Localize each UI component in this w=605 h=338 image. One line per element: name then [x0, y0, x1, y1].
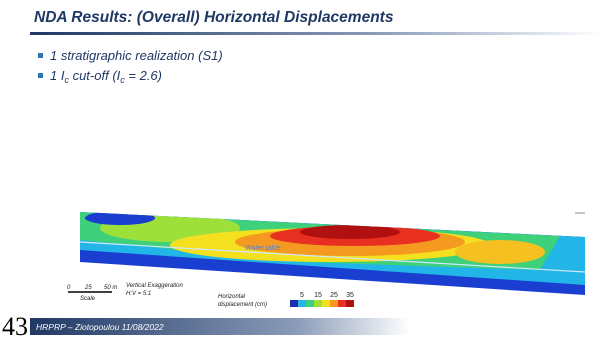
legend-swatch: [322, 300, 330, 307]
exaggeration: H:V = 5:1: [126, 291, 151, 297]
legend-tick: 25: [330, 292, 338, 299]
bullet-marker: [38, 73, 43, 78]
legend-title: displacement (cm): [218, 302, 267, 308]
legend-tick: 35: [346, 292, 354, 299]
legend-tick: 15: [314, 292, 322, 299]
scale-tick: 0: [67, 285, 71, 291]
bullet: 1 stratigraphic realization (S1): [50, 48, 223, 63]
bullet-marker: [38, 53, 43, 58]
legend-tick: 5: [300, 292, 304, 299]
legend-swatch: [314, 300, 322, 307]
legend: 5 15 25 35: [290, 292, 354, 307]
legend-swatch: [298, 300, 306, 307]
legend-swatch: [338, 300, 346, 307]
legend-title: Horizontal: [218, 294, 246, 300]
legend-swatch: [306, 300, 314, 307]
footer-text: HRPRP – Ziotopoulou 11/08/2022: [36, 322, 164, 332]
title-rule: [30, 32, 605, 35]
scale-tick: 25: [84, 285, 92, 291]
scale-tick: 50 m: [104, 285, 117, 291]
page-number: 43: [2, 312, 28, 338]
legend-swatch: [330, 300, 338, 307]
legend-swatch: [346, 300, 354, 307]
slide-title: NDA Results: (Overall) Horizontal Displa…: [34, 9, 394, 26]
legend-swatch: [290, 300, 298, 307]
footer-bar: [30, 318, 410, 335]
exaggeration: Vertical Exaggeration: [126, 283, 183, 289]
bullet: 1 Ic cut-off (Ic = 2.6): [50, 68, 162, 85]
scale-label: Scale: [80, 296, 96, 302]
water-table-label: Water table: [245, 245, 281, 252]
